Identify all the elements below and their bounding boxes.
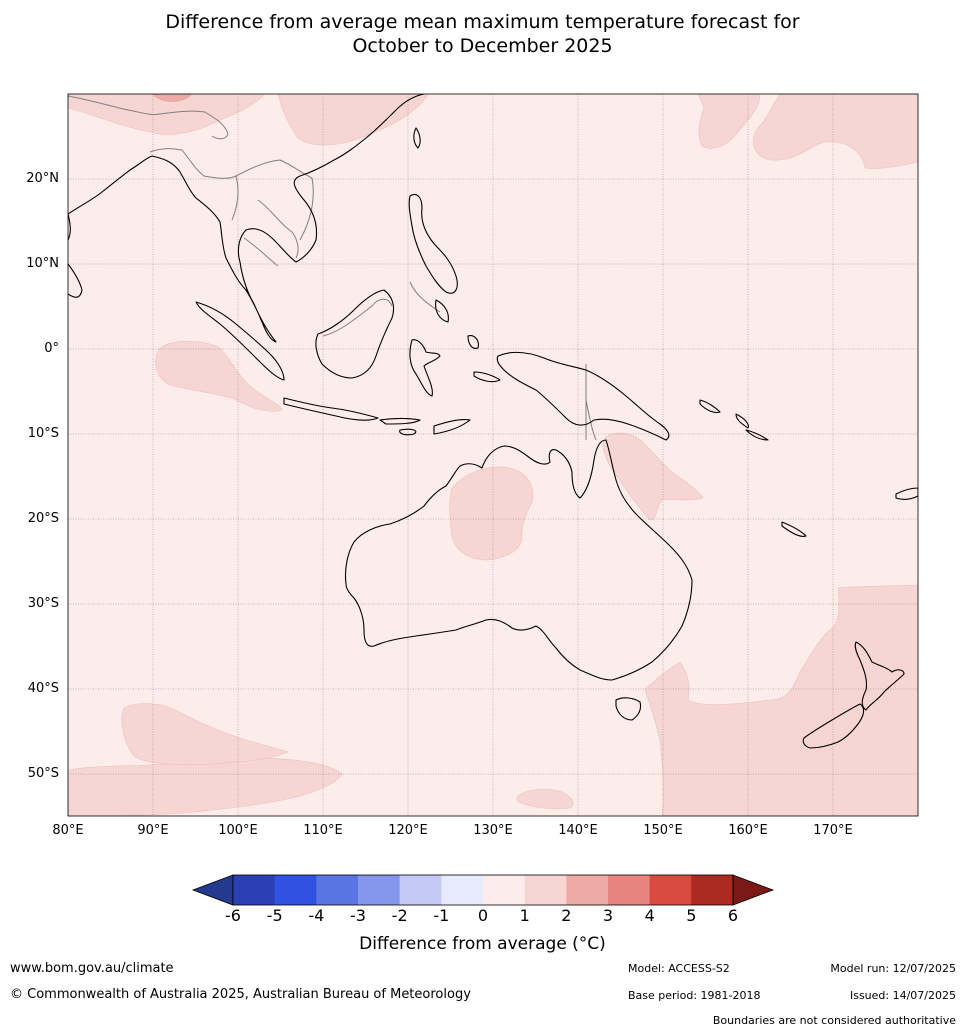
coast-maluku [467,335,501,383]
lon-label: 160°E [728,823,768,838]
coast-taiwan [413,127,421,149]
colorbar-tick: -6 [225,906,241,925]
coast-lesser-sunda [379,417,471,436]
coast-tasmania [615,697,642,721]
colorbar-tick: 5 [686,906,697,925]
coast-new-zealand-south [802,703,865,749]
footer-website: www.bom.gov.au/climate [10,961,174,976]
colorbar-label: Difference from average (°C) [359,934,606,954]
coast-fiji [895,487,918,500]
lat-label: 50°S [27,766,59,781]
coast-new-zealand-north [854,641,905,711]
lat-label: 0° [44,341,59,356]
lat-label: 40°S [27,681,59,696]
anomaly-regions-1-2 [68,94,918,816]
colorbar-tick: 3 [602,906,614,925]
lat-label: 30°S [27,596,59,611]
lon-label: 120°E [388,823,428,838]
map-title: Difference from average mean maximum tem… [0,10,965,58]
title-line-1: Difference from average mean maximum tem… [165,11,800,33]
colorbar-tick: 1 [519,906,530,925]
map-frame [67,93,919,817]
graticule [68,94,918,816]
coast-sumatra [195,301,285,381]
footer-issued: Issued: 14/07/2025 [849,989,956,1002]
coast-borneo [315,289,395,379]
footer-model-run: Model run: 12/07/2025 [830,962,956,975]
coast-philippines [408,193,458,323]
footer-disclaimer: Boundaries are not considered authoritat… [712,1014,956,1027]
colorbar-tick: 6 [727,906,739,925]
coast-new-guinea [496,351,670,441]
footer-model: Model: ACCESS-S2 [628,962,730,975]
lon-label: 80°E [52,823,84,838]
colorbar-tick: -1 [433,906,450,925]
anomaly-region-2-3 [152,94,192,102]
coast-java [283,397,379,421]
coastlines [68,94,918,749]
coast-new-caledonia [781,521,807,537]
title-line-2: October to December 2025 [352,35,613,57]
lon-label: 90°E [137,823,169,838]
lon-label: 100°E [218,823,258,838]
lat-label: 20°N [26,171,59,186]
colorbar-tick: -2 [391,906,408,925]
lat-label: 20°S [27,511,59,526]
lon-label: 150°E [643,823,683,838]
lon-label: 140°E [558,823,598,838]
colorbar-tick: -5 [266,906,283,925]
lon-label: 110°E [303,823,343,838]
colorbar-tick: 2 [561,906,572,925]
coast-solomon-islands [699,399,769,441]
country-borders [68,95,597,441]
coast-asia-mainland [68,94,425,343]
colorbar-tick: -3 [350,906,366,925]
colorbar-tick: 0 [477,906,489,925]
lon-label: 130°E [473,823,513,838]
lat-label: 10°S [27,426,59,441]
coast-australia [344,439,693,681]
coast-india [68,213,83,298]
coast-sulawesi [409,339,441,397]
lon-label: 170°E [813,823,853,838]
colorbar-tick: -4 [308,906,325,925]
lat-label: 10°N [26,256,59,271]
colorbar-tick: 4 [644,906,655,925]
footer-base-period: Base period: 1981-2018 [628,989,761,1002]
footer-copyright: © Commonwealth of Australia 2025, Austra… [10,987,471,1002]
